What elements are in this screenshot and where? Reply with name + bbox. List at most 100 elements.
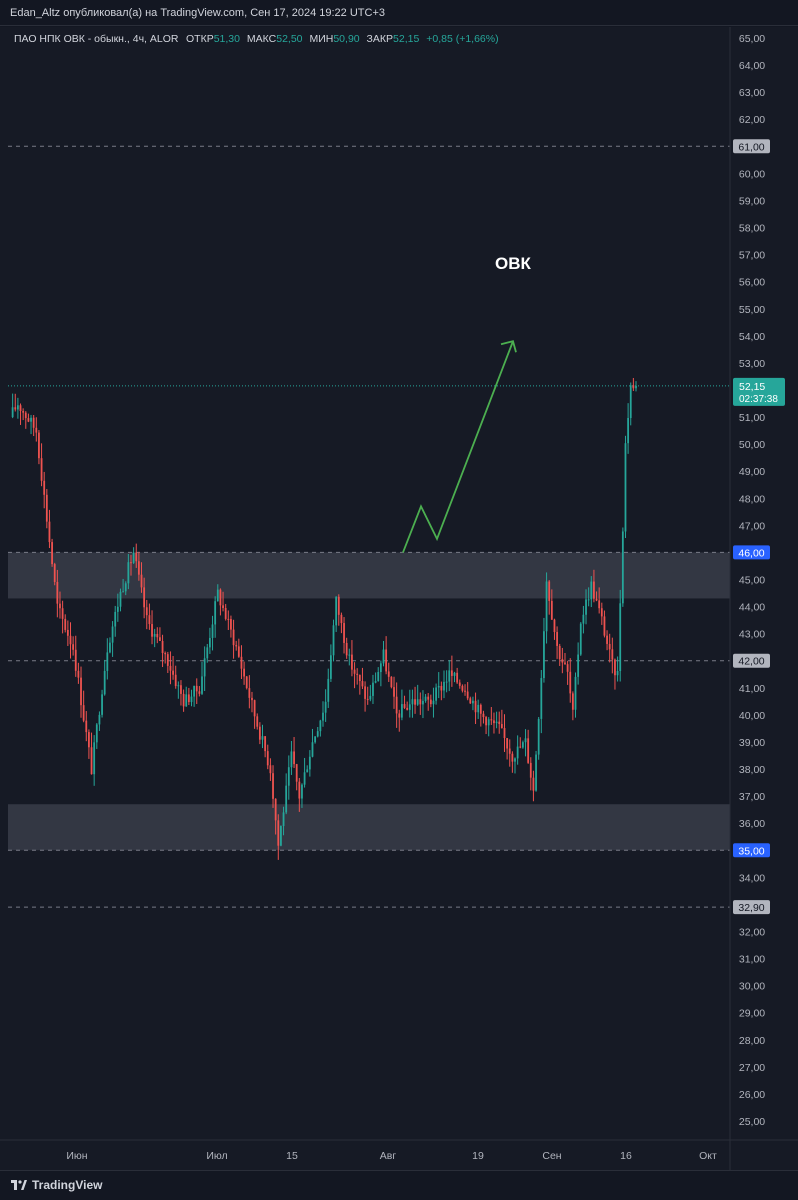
candle-body <box>632 385 635 389</box>
candle <box>579 622 582 656</box>
candle-body <box>627 418 630 444</box>
candle <box>508 739 511 767</box>
candle-body <box>419 699 422 705</box>
annotation-text[interactable]: ОВК <box>495 254 532 273</box>
candle <box>274 798 277 835</box>
y-tick-label: 54,00 <box>739 331 765 343</box>
candle-body <box>301 784 303 799</box>
candle-body <box>511 753 514 762</box>
candle <box>203 646 206 692</box>
candle <box>495 711 498 729</box>
price-chart[interactable]: 65,00 64,00 63,00 62,00 61,00 60,00 59,00 58,00… <box>0 27 798 1170</box>
y-tick-label: 51,00 <box>739 412 765 424</box>
candle-body <box>537 718 540 755</box>
candle <box>532 770 535 802</box>
candle-body <box>248 688 251 698</box>
candle-body <box>137 561 140 575</box>
candle <box>82 690 85 723</box>
candle <box>487 717 490 737</box>
y-tick-label: 53,00 <box>739 358 765 370</box>
candle <box>32 414 35 437</box>
candle <box>608 633 611 663</box>
candle <box>577 642 580 685</box>
candle-body <box>366 698 369 700</box>
candle-body <box>169 665 172 671</box>
candle-body <box>564 662 566 665</box>
candle <box>245 675 248 690</box>
candle-body <box>406 707 409 710</box>
candle <box>195 678 198 704</box>
candle-body <box>432 700 435 705</box>
candle <box>574 672 577 718</box>
candle <box>27 413 30 423</box>
candle-body <box>143 587 146 608</box>
candle <box>548 580 551 615</box>
candle <box>521 740 524 749</box>
y-tick-label: 36,00 <box>739 818 765 830</box>
candle <box>611 637 614 674</box>
candle <box>77 662 80 684</box>
y-tick-label: 63,00 <box>739 87 765 99</box>
candle-body <box>251 697 253 701</box>
candle-body <box>356 673 359 675</box>
candle-body <box>216 589 219 602</box>
candle-body <box>416 699 419 705</box>
candle-body <box>535 754 537 791</box>
candle-body <box>495 721 498 724</box>
candle-body <box>351 654 353 670</box>
candle-body <box>595 598 598 601</box>
candle <box>119 588 122 612</box>
candle <box>169 651 172 685</box>
candle-body <box>111 626 114 643</box>
tradingview-brand[interactable]: TradingView <box>11 1178 102 1192</box>
price-line-label: 42,00 <box>738 656 764 668</box>
candle <box>45 489 48 529</box>
candle-body <box>287 767 290 786</box>
candle <box>314 736 317 744</box>
candle-body <box>579 623 582 655</box>
candle-body <box>93 742 96 775</box>
candle <box>556 626 558 659</box>
candle-body <box>293 751 295 765</box>
candle <box>500 709 503 729</box>
candle <box>48 509 51 549</box>
candle <box>398 709 401 732</box>
candle <box>198 686 201 697</box>
candle-body <box>290 751 293 768</box>
candle <box>537 716 540 760</box>
candle <box>450 655 453 687</box>
candle <box>301 783 303 808</box>
candle-body <box>48 521 51 543</box>
candle <box>64 614 67 633</box>
candle <box>590 576 593 608</box>
candle-body <box>543 631 545 679</box>
candle <box>201 661 203 695</box>
candle-body <box>32 417 35 428</box>
candle-body <box>461 685 464 691</box>
candle <box>511 751 514 773</box>
candle-body <box>571 693 574 710</box>
candle-body <box>635 385 637 389</box>
candle-body <box>193 685 196 697</box>
candle <box>159 627 161 642</box>
candle-body <box>274 798 277 821</box>
candle <box>253 699 256 729</box>
candle <box>308 750 311 777</box>
candle-body <box>258 726 261 740</box>
candle <box>516 735 519 765</box>
candle <box>416 684 419 706</box>
candle-body <box>240 656 243 669</box>
candle <box>295 763 298 791</box>
candle-body <box>156 633 159 638</box>
candle <box>80 666 82 718</box>
chart-area[interactable]: 65,00 64,00 63,00 62,00 61,00 60,00 59,00 58,00… <box>0 27 798 1170</box>
candle-body <box>385 649 388 672</box>
trend-arrow[interactable] <box>402 340 514 553</box>
candle-body <box>59 603 61 609</box>
y-tick-label: 48,00 <box>739 493 765 505</box>
candle-body <box>201 676 203 694</box>
candle <box>124 581 127 596</box>
candle-body <box>424 696 427 701</box>
candle-body <box>153 633 156 637</box>
candle-body <box>53 564 56 582</box>
